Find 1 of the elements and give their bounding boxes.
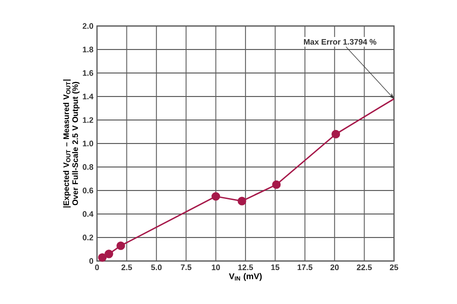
x-axis-title: V$_{IN}$ (mV) bbox=[228, 273, 262, 281]
